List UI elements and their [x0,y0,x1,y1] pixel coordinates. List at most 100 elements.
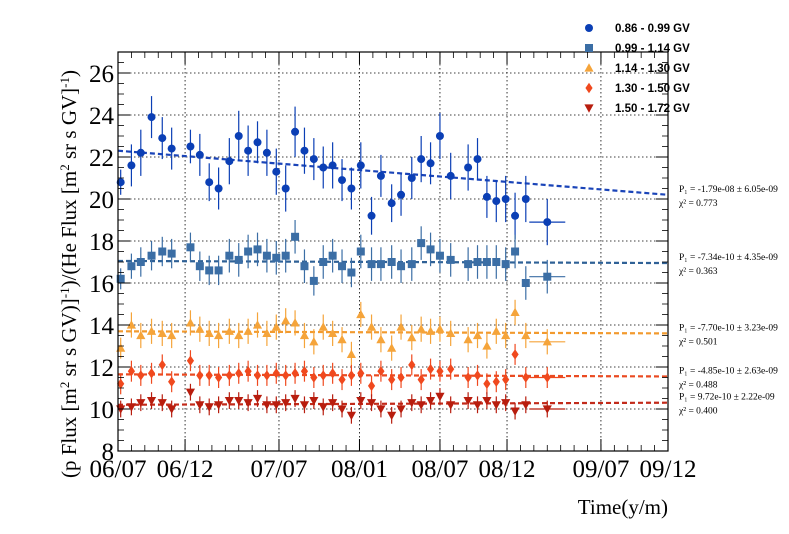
data-point [397,372,405,383]
y-tick-label: 24 [89,103,115,130]
data-point [366,399,377,408]
data-point [319,370,327,381]
data-point [417,374,425,385]
data-point [225,370,233,381]
fit-p1-label: P₁ = -7.34e-10 ± 4.35e-09 [679,253,778,263]
x-tick-label: 08/12 [479,456,536,483]
legend-label: 1.14 - 1.30 GV [615,63,690,75]
data-point [328,328,338,337]
data-point [225,157,234,166]
fit-chi2-label: χ² = 0.773 [678,199,718,209]
data-point [300,366,309,377]
data-point [195,401,205,410]
data-points [116,96,566,424]
data-point [319,163,328,172]
data-point [542,337,552,346]
y-tick-label: 12 [89,355,114,382]
legend-item-0: 0.86 - 0.99 GV [585,23,690,35]
data-point [281,316,291,325]
data-point [473,258,482,266]
data-point [446,328,456,337]
data-point [253,245,262,254]
plot-frame [117,51,669,452]
data-point [337,334,347,344]
data-point [501,330,511,340]
data-point [253,370,262,381]
data-point [407,174,416,182]
data-point [388,374,396,385]
data-point [521,279,530,287]
data-point [116,178,125,187]
data-point [318,322,328,331]
data-point [234,255,243,264]
data-point [542,405,552,414]
data-point [116,274,125,283]
legend: 0.86 - 0.99 GV 0.99 - 1.14 GV 1.14 - 1.30 … [584,23,690,115]
data-point [291,232,300,241]
data-point [522,372,530,383]
data-point [126,320,137,329]
data-point [300,262,309,271]
data-point [425,326,436,335]
data-point [205,266,214,275]
data-point [281,251,290,260]
x-axis-title: Time(y/m) [578,495,668,519]
data-point [417,155,426,164]
data-point [356,309,366,319]
data-point [366,322,377,331]
series-3 [117,343,566,397]
data-point [158,134,167,143]
legend-marker [585,44,593,52]
data-point [407,260,416,269]
data-point [262,148,271,157]
data-point [367,380,376,392]
data-point [446,401,456,410]
data-point [521,195,530,203]
data-point [328,399,338,408]
fit-chi2-label: χ² = 0.363 [678,267,718,277]
data-point [235,368,243,379]
data-point [482,192,491,201]
data-point [290,318,300,327]
data-point [186,142,195,151]
data-point [435,324,445,333]
data-point [271,322,281,331]
data-point [147,113,156,122]
data-point [376,260,385,269]
data-point [425,397,436,406]
data-point [356,397,366,406]
data-point [376,405,386,414]
data-point [318,403,328,412]
series-2 [116,299,566,367]
data-point [243,399,253,408]
data-point [309,276,318,285]
data-point [328,161,337,170]
data-point [464,260,473,269]
data-point [446,171,455,180]
data-point [224,326,234,335]
y-tick-label: 8 [102,439,115,466]
data-point [435,251,444,260]
data-point [426,159,435,168]
data-point [262,251,271,260]
data-point [387,199,396,208]
series-1 [116,220,566,300]
y-tick-label: 22 [89,145,114,172]
data-point [309,337,319,346]
data-point [167,330,177,340]
data-point [426,245,435,254]
data-point [407,399,417,408]
series-0 [116,96,566,246]
data-point [127,262,136,271]
data-point [464,372,472,383]
data-point [234,397,244,406]
data-point [252,394,263,404]
data-point [447,363,455,375]
fit-line-0 [117,149,669,196]
data-point [136,148,145,157]
data-point [416,401,426,410]
data-point [501,260,510,269]
data-point [376,171,385,180]
